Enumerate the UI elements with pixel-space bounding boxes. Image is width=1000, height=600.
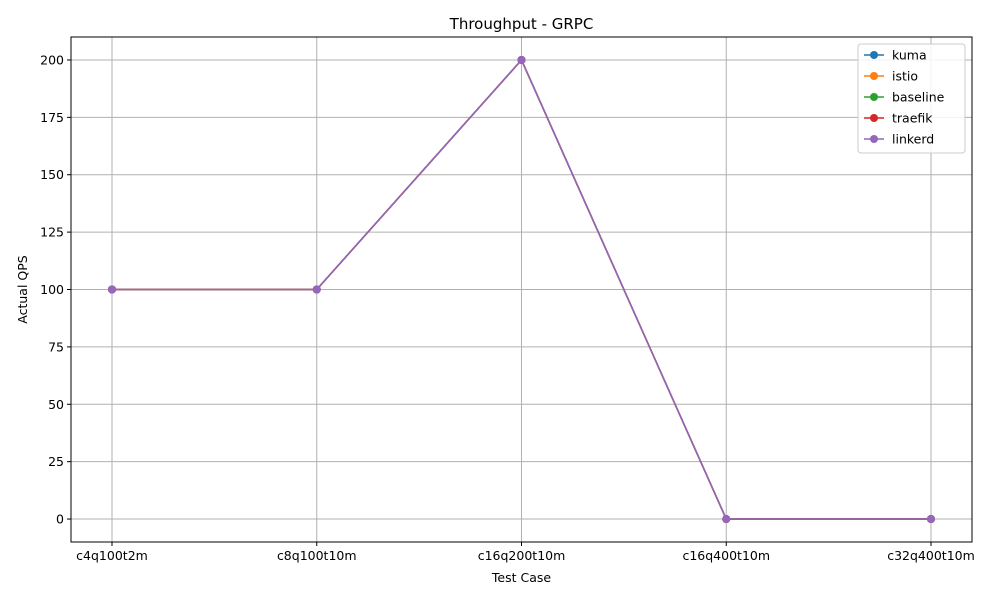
legend-entry-kuma: kuma xyxy=(864,48,927,63)
series-linkerd xyxy=(108,55,935,524)
y-tick-label: 75 xyxy=(48,339,64,354)
x-axis-ticks: c4q100t2m c8q100t10m c16q200t10m c16q400t10… xyxy=(76,542,975,563)
data-point-linkerd xyxy=(108,285,116,294)
legend-label: linkerd xyxy=(892,132,934,147)
legend-marker-swatch xyxy=(870,114,878,122)
y-tick-label: 200 xyxy=(40,52,64,67)
chart-title: Throughput - GRPC xyxy=(449,15,594,33)
y-tick-label: 25 xyxy=(48,454,64,469)
y-tick-label: 100 xyxy=(40,282,64,297)
x-tick-label: c4q100t2m xyxy=(76,548,148,563)
legend: kuma istio baseline traefik linkerd xyxy=(857,43,966,154)
y-axis-label: Actual QPS xyxy=(15,255,30,324)
data-point-linkerd xyxy=(927,515,935,524)
x-tick-label: c16q400t10m xyxy=(682,548,770,563)
data-point-linkerd xyxy=(722,515,731,524)
legend-entry-traefik: traefik xyxy=(864,111,933,126)
legend-label: traefik xyxy=(892,111,933,126)
legend-entry-istio: istio xyxy=(864,69,918,84)
y-axis-ticks: 0 25 50 75 100 125 150 175 200 xyxy=(40,52,71,527)
x-axis-label: Test Case xyxy=(491,570,551,585)
series-lines xyxy=(108,55,935,524)
legend-entry-linkerd: linkerd xyxy=(864,132,934,147)
legend-label: baseline xyxy=(892,90,945,105)
legend-marker-swatch xyxy=(870,93,878,101)
legend-box xyxy=(857,43,966,154)
x-tick-label: c8q100t10m xyxy=(277,548,357,563)
data-point-linkerd xyxy=(312,285,321,294)
legend-marker-swatch xyxy=(870,72,878,80)
y-tick-label: 125 xyxy=(40,225,64,240)
legend-label: kuma xyxy=(892,48,927,63)
y-tick-label: 50 xyxy=(48,397,64,412)
legend-entry-baseline: baseline xyxy=(864,90,945,105)
legend-marker-swatch xyxy=(870,135,878,143)
y-tick-label: 150 xyxy=(40,167,64,182)
x-tick-label: c16q200t10m xyxy=(478,548,566,563)
legend-marker-swatch xyxy=(870,51,878,59)
y-tick-label: 0 xyxy=(56,512,64,527)
data-point-linkerd xyxy=(517,55,526,64)
y-tick-label: 175 xyxy=(40,110,64,125)
legend-label: istio xyxy=(892,69,918,84)
x-tick-label: c32q400t10m xyxy=(887,548,975,563)
